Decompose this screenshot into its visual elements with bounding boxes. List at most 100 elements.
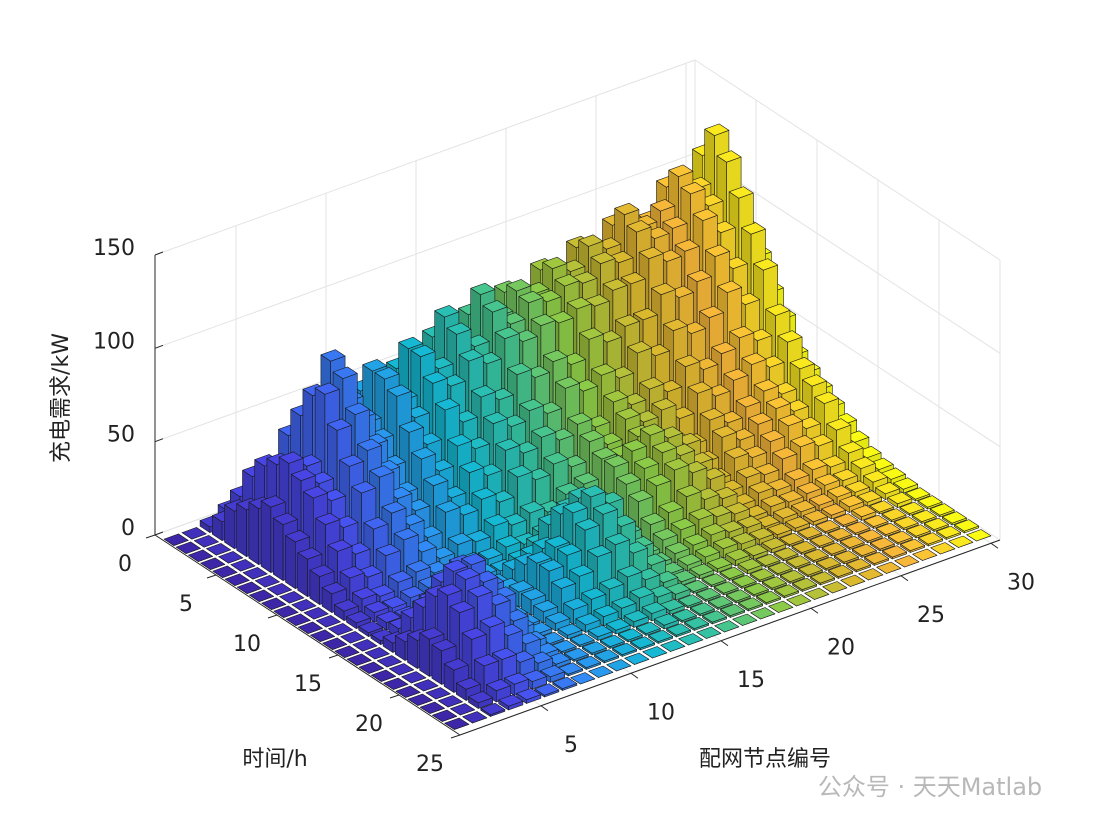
bar-top [591,447,617,460]
bar [738,597,764,612]
bar-top [680,182,706,195]
bar-top [314,382,340,395]
side-wall [695,60,1000,540]
bar [821,542,847,557]
bar [701,573,727,588]
bar-top [540,665,566,678]
z-tick-label: 50 [107,423,135,448]
bar-top [446,322,472,335]
tick-mark [154,251,164,256]
x-tick-label: 10 [647,700,675,725]
bar-top [740,222,766,235]
bar [905,487,931,502]
bar-top [449,600,475,614]
grid-line [154,152,696,349]
bar-top [790,499,816,513]
bar-top [369,465,395,478]
bar-top [650,199,676,212]
bar-top [400,585,426,599]
bar-top [689,563,715,576]
bar-top [779,569,805,583]
bar-top [738,597,764,610]
bar-top [362,359,388,372]
bar [689,602,715,617]
bar-top [760,494,786,508]
bar [876,561,902,574]
bar [732,613,758,626]
bar-top [261,597,287,610]
bar-top [364,647,390,660]
bar-side [260,500,272,573]
bar-top [545,611,571,624]
bar [376,655,402,668]
bar-top [340,631,366,644]
bar-top [864,551,890,565]
bar-top [820,455,846,468]
bar-top [966,529,992,542]
bar-top [371,669,397,682]
bar-top [375,543,401,557]
bar-top [303,486,329,499]
bar-top [760,429,786,443]
bar [900,538,926,553]
bar-top [563,597,589,610]
bar-top [327,539,353,552]
bar-top [803,548,829,562]
bar [630,636,656,651]
bar-top [206,543,231,556]
bar [249,589,275,602]
bar-top [578,234,604,247]
bar [624,652,650,665]
bar-top [638,246,664,260]
bar [206,543,231,556]
bar [322,637,348,650]
bar-top [411,447,437,460]
bar [737,558,763,575]
bar-top [407,693,433,706]
bar-top [642,646,668,659]
bar [534,683,560,698]
bar [563,647,589,662]
bar-top [869,500,895,513]
bar-top [230,559,256,572]
bar-top [646,473,672,487]
bar [851,543,877,558]
bar-top [839,494,865,508]
bar [695,545,721,565]
bar [725,589,751,604]
bar-top [580,485,606,498]
bar [786,594,812,607]
bar-top [900,538,926,552]
bar-top [297,547,323,560]
bar [857,529,883,544]
bar-top [699,408,725,421]
tick-mark [450,734,461,739]
bar-top [736,515,762,529]
bar-top [822,581,848,594]
bar [827,527,853,542]
bar-top [676,484,702,498]
bar-top [626,220,652,233]
bar-top [320,349,346,362]
bar-top [611,596,637,609]
x-axis [459,539,1001,736]
bar-top [237,581,262,594]
bar-top [494,326,520,340]
bar [642,646,668,659]
bar-top [181,527,207,540]
bar-top [188,549,213,562]
bar-top [692,208,718,221]
bar-top [603,390,629,403]
bar-top [344,402,370,415]
bar [887,530,913,545]
bar-top [569,564,595,577]
bar [828,564,854,579]
bar-top [334,645,360,658]
bar-top [443,658,469,671]
bar-top [508,580,534,593]
bar [678,633,704,646]
bar-top [893,477,919,490]
bar-top [581,587,607,600]
bar-top [563,647,589,661]
bar-top [887,530,913,544]
